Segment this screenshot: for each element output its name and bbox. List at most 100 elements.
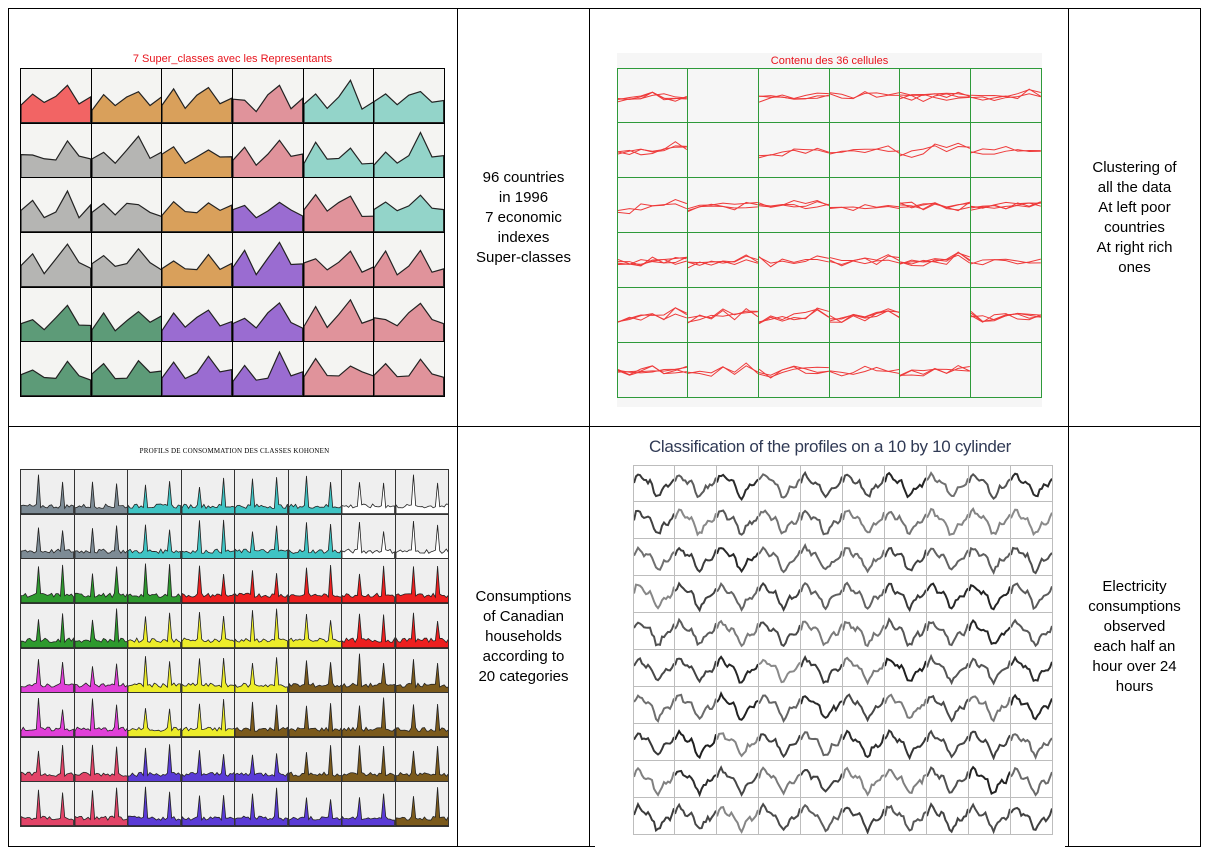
cylinder-profile-line bbox=[801, 583, 842, 609]
consumption-profile bbox=[342, 482, 395, 514]
class-profile-area bbox=[303, 80, 374, 123]
super-class-cell bbox=[374, 342, 444, 396]
cell-profile-line bbox=[759, 256, 829, 264]
cylinder-profile-line bbox=[675, 583, 716, 610]
cell-profile-line bbox=[759, 93, 829, 102]
cylinder-profile-line bbox=[885, 619, 926, 645]
cylinder-profile-line bbox=[634, 658, 674, 680]
cell-profile-line bbox=[688, 202, 758, 210]
cylinder-cell bbox=[759, 576, 801, 613]
cylinder-profile-line bbox=[759, 511, 800, 534]
cylinder-profile-line bbox=[969, 805, 1010, 832]
consumption-cell bbox=[21, 693, 74, 737]
cylinder-profile-line bbox=[969, 697, 1010, 721]
consumption-cell bbox=[181, 559, 234, 603]
consumption-cell bbox=[342, 514, 395, 559]
cell-profile-line bbox=[900, 369, 970, 375]
cell-profile-line bbox=[759, 367, 829, 376]
description-line: ones bbox=[1118, 258, 1151, 276]
consumption-cell bbox=[288, 737, 341, 782]
cylinder-profile-line bbox=[843, 511, 884, 533]
cylinder-cell bbox=[717, 539, 759, 576]
cell-profile-line bbox=[688, 255, 758, 265]
cylinder-cell bbox=[759, 798, 801, 835]
description-line: according to bbox=[482, 647, 565, 665]
consumption-profile bbox=[181, 612, 234, 648]
consumption-profile bbox=[288, 522, 341, 559]
cylinder-cell bbox=[969, 650, 1011, 687]
cell-profile-line bbox=[759, 366, 829, 378]
cylinder-profile-line bbox=[801, 805, 842, 831]
consumption-cell bbox=[128, 603, 181, 648]
consumption-profile bbox=[74, 663, 127, 693]
cell-profile-line bbox=[618, 147, 687, 155]
cylinder-profile-line bbox=[927, 584, 968, 609]
consumption-cell bbox=[342, 603, 395, 648]
cylinder-profile-line bbox=[1011, 695, 1052, 719]
super-class-cell bbox=[21, 233, 91, 287]
cylinder-profile-line bbox=[1011, 808, 1052, 830]
description-line: hour over 24 bbox=[1092, 657, 1177, 675]
cylinder-cell bbox=[633, 502, 675, 539]
cylinder-cell bbox=[801, 724, 843, 761]
cell-content bbox=[758, 343, 830, 398]
cylinder-profile-line bbox=[885, 512, 926, 534]
cylinder-profile-line bbox=[759, 474, 800, 497]
consumption-profile bbox=[181, 478, 234, 514]
super-class-cell bbox=[21, 287, 91, 342]
cell-profile-line bbox=[688, 202, 758, 208]
cylinder-profile-line bbox=[634, 475, 674, 497]
cell-profile-line bbox=[830, 206, 900, 208]
cylinder-profile-line bbox=[801, 511, 842, 534]
cylinder-profile-line bbox=[885, 584, 926, 610]
cell-profile-line bbox=[830, 309, 900, 323]
cell-content bbox=[687, 178, 759, 233]
class-profile-area bbox=[21, 85, 91, 123]
cell-profile-line bbox=[759, 309, 829, 323]
cylinder-cell bbox=[759, 539, 801, 576]
cell-profile-line bbox=[900, 252, 970, 264]
consumption-cell bbox=[181, 603, 234, 648]
description-line: countries bbox=[1104, 218, 1165, 236]
cylinder-cell bbox=[927, 761, 969, 798]
cylinder-cell bbox=[885, 613, 927, 650]
cylinder-cell bbox=[1011, 798, 1053, 835]
description-line: Consumptions bbox=[475, 587, 572, 605]
consumption-profile bbox=[235, 571, 288, 603]
cell-content bbox=[687, 68, 759, 123]
cell-profile-line bbox=[759, 310, 829, 322]
class-profile-area bbox=[21, 244, 91, 287]
cylinder-profile-line bbox=[843, 583, 884, 609]
class-profile-area bbox=[374, 360, 444, 396]
cylinder-profile-line bbox=[759, 804, 800, 829]
cylinder-cell bbox=[675, 650, 717, 687]
consumption-profile bbox=[288, 565, 341, 603]
consumption-profile bbox=[21, 745, 74, 782]
consumption-cell bbox=[21, 737, 74, 782]
cell-content bbox=[971, 123, 1042, 178]
consumption-profile bbox=[21, 565, 74, 603]
consumption-cell bbox=[288, 648, 341, 693]
cylinder-profile-line bbox=[843, 695, 884, 720]
cylinder-cell bbox=[885, 761, 927, 798]
cell-content bbox=[687, 233, 759, 288]
cell-profile-line bbox=[759, 367, 829, 377]
cylinder-profile-line bbox=[1011, 620, 1052, 645]
cell-content bbox=[758, 123, 830, 178]
consumption-cell bbox=[342, 693, 395, 737]
consumption-profile bbox=[342, 522, 395, 559]
cell-content bbox=[687, 288, 759, 343]
cell-profile-line bbox=[759, 96, 829, 99]
cylinder-cell bbox=[633, 465, 675, 502]
cell-content bbox=[829, 178, 901, 233]
cylinder-profile-line bbox=[634, 548, 674, 570]
consumption-grid bbox=[20, 469, 449, 827]
cylinder-profile-line bbox=[1011, 658, 1052, 681]
cell-content bbox=[687, 343, 759, 398]
cylinder-cell bbox=[759, 465, 801, 502]
cylinder-profile-line bbox=[843, 658, 884, 683]
cylinder-profile-line bbox=[801, 732, 842, 755]
cylinder-profile-line bbox=[927, 473, 968, 496]
cylinder-cell bbox=[885, 687, 927, 724]
cylinder-cell bbox=[885, 539, 927, 576]
